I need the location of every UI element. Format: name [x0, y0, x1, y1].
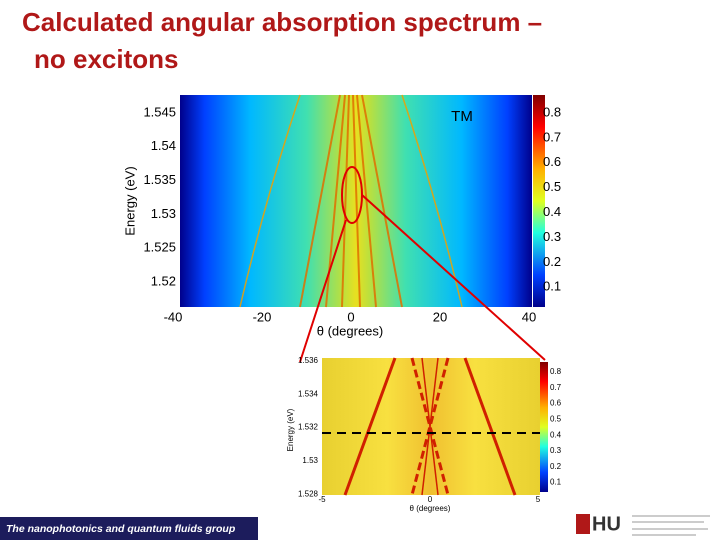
title-line: no excitons [34, 44, 178, 74]
colorbar-label: 0.4 [543, 204, 561, 219]
inset-colorbar [540, 362, 548, 492]
heatmap-lines [239, 94, 463, 308]
title-line: Calculated angular absorption spectrum – [22, 7, 542, 37]
colorbar [533, 95, 545, 307]
y-tick-label: 1.53 [151, 206, 176, 221]
y-axis-label: Energy (eV) [122, 166, 137, 235]
zoom-line [299, 219, 347, 363]
inset-x-tick-label: 5 [536, 495, 541, 504]
y-tick-label: 1.52 [151, 273, 176, 288]
inset-colorbar-label: 0.3 [550, 446, 562, 455]
inset-colorbar-label: 0.2 [550, 462, 562, 471]
x-tick-label: 20 [433, 309, 447, 324]
colorbar-label: 0.5 [543, 179, 561, 194]
x-tick-label: 40 [522, 309, 536, 324]
x-axis-label: θ (degrees) [317, 323, 383, 338]
inset-x-tick-label: -5 [318, 495, 326, 504]
x-tick-label: -40 [164, 309, 183, 324]
inset-colorbar-label: 0.5 [550, 415, 562, 424]
inset-y-tick-label: 1.534 [298, 389, 319, 398]
x-tick-label: 0 [347, 309, 354, 324]
inset-heatmap [322, 358, 540, 495]
inset-y-tick-label: 1.528 [298, 489, 319, 498]
logo-lines [632, 515, 710, 536]
x-tick-label: -20 [253, 309, 272, 324]
inset-x-axis-label: θ (degrees) [410, 504, 451, 513]
colorbar-label: 0.3 [543, 229, 561, 244]
zoom-line [361, 194, 546, 361]
colorbar-label: 0.6 [543, 154, 561, 169]
inset-colorbar-label: 0.7 [550, 383, 562, 392]
y-tick-label: 1.525 [143, 240, 176, 255]
inset-y-tick-label: 1.532 [298, 423, 319, 432]
inset-x-tick-label: 0 [428, 495, 433, 504]
logo-text: HU [592, 513, 621, 535]
y-tick-label: 1.54 [151, 138, 176, 153]
colorbar-label: 0.1 [543, 279, 561, 294]
plot-label: TM [451, 108, 473, 125]
inset-colorbar-label: 0.6 [550, 399, 562, 408]
y-tick-label: 1.535 [143, 172, 176, 187]
inset-colorbar-label: 0.8 [550, 367, 562, 376]
colorbar-label: 0.2 [543, 254, 561, 269]
colorbar-label: 0.8 [543, 104, 561, 119]
footer-text: The nanophotonics and quantum fluids gro… [6, 523, 236, 535]
inset-y-tick-label: 1.536 [298, 356, 319, 365]
inset-y-tick-label: 1.53 [302, 456, 318, 465]
inset-y-axis-label: Energy (eV) [286, 408, 295, 451]
inset-colorbar-label: 0.4 [550, 430, 562, 439]
inset-colorbar-label: 0.1 [550, 478, 562, 487]
inset-lines [343, 357, 517, 496]
colorbar-label: 0.7 [543, 129, 561, 144]
y-tick-label: 1.545 [143, 104, 176, 119]
logo-shield [576, 514, 590, 534]
footer-box [0, 517, 258, 540]
